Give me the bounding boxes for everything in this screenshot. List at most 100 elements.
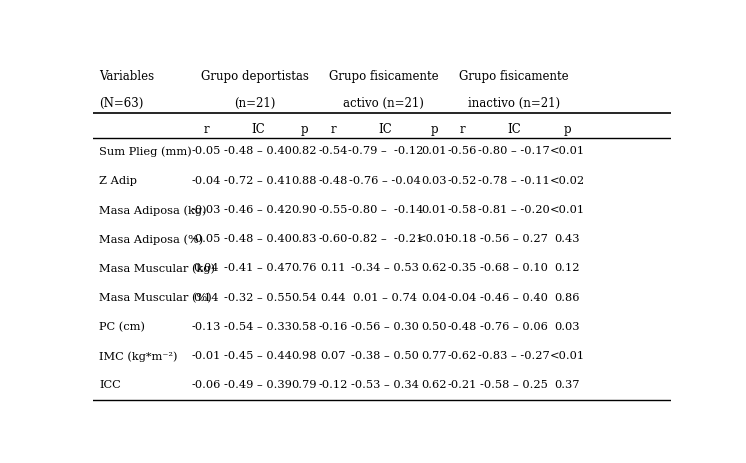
Text: 0.04: 0.04	[421, 293, 447, 303]
Text: 0.03: 0.03	[554, 322, 580, 332]
Text: -0.76 – 0.06: -0.76 – 0.06	[480, 322, 548, 332]
Text: Masa Adiposa (%): Masa Adiposa (%)	[99, 234, 203, 245]
Text: -0.46 – 0.40: -0.46 – 0.40	[480, 293, 548, 303]
Text: -0.48: -0.48	[319, 175, 348, 186]
Text: 0.11: 0.11	[321, 263, 346, 274]
Text: -0.54 – 0.33: -0.54 – 0.33	[224, 322, 292, 332]
Text: 0.83: 0.83	[292, 234, 317, 244]
Text: -0.46 – 0.42: -0.46 – 0.42	[224, 205, 292, 215]
Text: 0.43: 0.43	[554, 234, 580, 244]
Text: 0.76: 0.76	[292, 263, 317, 274]
Text: 0.88: 0.88	[292, 175, 317, 186]
Text: 0.01: 0.01	[421, 146, 447, 156]
Text: -0.60: -0.60	[319, 234, 348, 244]
Text: 0.14: 0.14	[193, 293, 219, 303]
Text: 0.54: 0.54	[292, 293, 317, 303]
Text: -0.48 – 0.40: -0.48 – 0.40	[224, 234, 292, 244]
Text: 0.44: 0.44	[321, 293, 346, 303]
Text: -0.13: -0.13	[191, 322, 221, 332]
Text: Masa Muscular (kg): Masa Muscular (kg)	[99, 263, 215, 274]
Text: -0.56: -0.56	[448, 146, 477, 156]
Text: -0.72 – 0.41: -0.72 – 0.41	[224, 175, 292, 186]
Text: -0.04: -0.04	[191, 175, 221, 186]
Text: inactivo (n=21): inactivo (n=21)	[468, 97, 560, 110]
Text: -0.12: -0.12	[319, 380, 348, 390]
Text: 0.98: 0.98	[292, 351, 317, 361]
Text: 0.50: 0.50	[421, 322, 447, 332]
Text: -0.68 – 0.10: -0.68 – 0.10	[480, 263, 548, 274]
Text: -0.04: -0.04	[448, 293, 477, 303]
Text: r: r	[460, 123, 465, 136]
Text: -0.03: -0.03	[191, 205, 221, 215]
Text: (N=63): (N=63)	[99, 97, 143, 110]
Text: 0.01 – 0.74: 0.01 – 0.74	[353, 293, 417, 303]
Text: -0.58 – 0.25: -0.58 – 0.25	[480, 380, 548, 390]
Text: -0.80 – -0.17: -0.80 – -0.17	[478, 146, 550, 156]
Text: -0.76 – -0.04: -0.76 – -0.04	[349, 175, 421, 186]
Text: 0.03: 0.03	[421, 175, 447, 186]
Text: -0.79 –  -0.12: -0.79 – -0.12	[348, 146, 423, 156]
Text: -0.62: -0.62	[448, 351, 477, 361]
Text: 0.58: 0.58	[292, 322, 317, 332]
Text: -0.54: -0.54	[319, 146, 348, 156]
Text: Masa Adiposa (kg): Masa Adiposa (kg)	[99, 205, 207, 215]
Text: -0.81 – -0.20: -0.81 – -0.20	[478, 205, 550, 215]
Text: p: p	[430, 123, 438, 136]
Text: Grupo fisicamente: Grupo fisicamente	[329, 70, 439, 83]
Text: Variables: Variables	[99, 70, 154, 83]
Text: -0.82 –  -0.21: -0.82 – -0.21	[348, 234, 423, 244]
Text: -0.80 –  -0.14: -0.80 – -0.14	[348, 205, 423, 215]
Text: 0.12: 0.12	[554, 263, 580, 274]
Text: -0.38 – 0.50: -0.38 – 0.50	[351, 351, 419, 361]
Text: -0.16: -0.16	[319, 322, 348, 332]
Text: -0.05: -0.05	[191, 146, 221, 156]
Text: -0.56 – 0.27: -0.56 – 0.27	[480, 234, 548, 244]
Text: 0.04: 0.04	[193, 263, 219, 274]
Text: -0.45 – 0.44: -0.45 – 0.44	[224, 351, 292, 361]
Text: IC: IC	[507, 123, 521, 136]
Text: 0.90: 0.90	[292, 205, 317, 215]
Text: -0.34 – 0.53: -0.34 – 0.53	[351, 263, 419, 274]
Text: -0.21: -0.21	[448, 380, 477, 390]
Text: -0.83 – -0.27: -0.83 – -0.27	[478, 351, 550, 361]
Text: (n=21): (n=21)	[234, 97, 276, 110]
Text: p: p	[563, 123, 571, 136]
Text: 0.62: 0.62	[421, 380, 447, 390]
Text: -0.48: -0.48	[448, 322, 477, 332]
Text: r: r	[203, 123, 209, 136]
Text: IC: IC	[378, 123, 392, 136]
Text: 0.01: 0.01	[421, 205, 447, 215]
Text: 0.07: 0.07	[321, 351, 346, 361]
Text: 0.82: 0.82	[292, 146, 317, 156]
Text: 0.86: 0.86	[554, 293, 580, 303]
Text: -0.32 – 0.55: -0.32 – 0.55	[224, 293, 292, 303]
Text: <0.01: <0.01	[550, 146, 585, 156]
Text: 0.77: 0.77	[421, 351, 447, 361]
Text: activo (n=21): activo (n=21)	[343, 97, 424, 110]
Text: -0.53 – 0.34: -0.53 – 0.34	[351, 380, 419, 390]
Text: <0.01: <0.01	[550, 351, 585, 361]
Text: 0.62: 0.62	[421, 263, 447, 274]
Text: -0.01: -0.01	[191, 351, 221, 361]
Text: ICC: ICC	[99, 380, 121, 390]
Text: Grupo fisicamente: Grupo fisicamente	[460, 70, 569, 83]
Text: -0.06: -0.06	[191, 380, 221, 390]
Text: -0.56 – 0.30: -0.56 – 0.30	[351, 322, 419, 332]
Text: IC: IC	[251, 123, 265, 136]
Text: -0.49 – 0.39: -0.49 – 0.39	[224, 380, 292, 390]
Text: -0.18: -0.18	[448, 234, 477, 244]
Text: -0.58: -0.58	[448, 205, 477, 215]
Text: Masa Muscular (%): Masa Muscular (%)	[99, 293, 212, 303]
Text: 0.37: 0.37	[554, 380, 580, 390]
Text: -0.55: -0.55	[319, 205, 348, 215]
Text: Z Adip: Z Adip	[99, 175, 137, 186]
Text: <0.01: <0.01	[550, 205, 585, 215]
Text: -0.52: -0.52	[448, 175, 477, 186]
Text: -0.78 – -0.11: -0.78 – -0.11	[478, 175, 550, 186]
Text: <0.01: <0.01	[417, 234, 452, 244]
Text: r: r	[330, 123, 336, 136]
Text: Sum Plieg (mm): Sum Plieg (mm)	[99, 146, 192, 157]
Text: -0.48 – 0.40: -0.48 – 0.40	[224, 146, 292, 156]
Text: p: p	[301, 123, 308, 136]
Text: -0.35: -0.35	[448, 263, 477, 274]
